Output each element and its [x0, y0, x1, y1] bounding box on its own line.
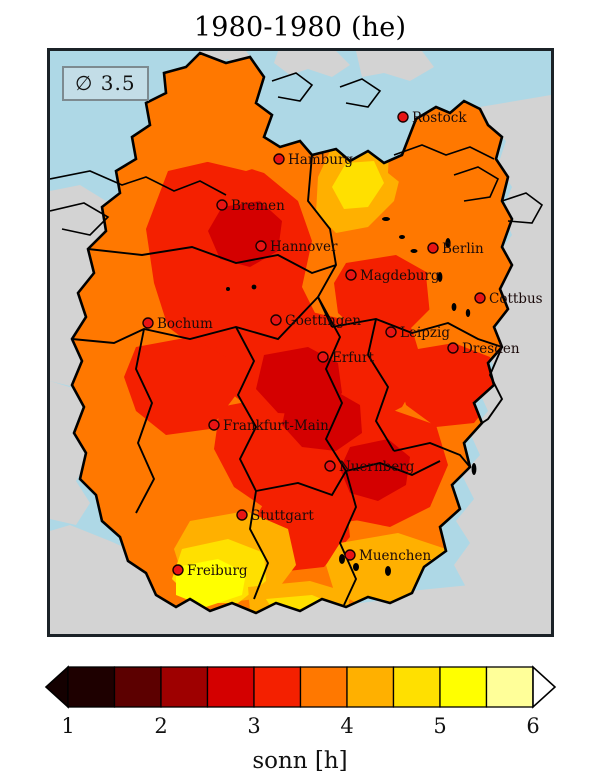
- germany-sunshine-map: Rostock Hamburg Bremen Hannover BerlinMagdeb…: [50, 51, 551, 634]
- station-marker: [172, 564, 184, 576]
- colorbar-ticks: 1 2 3 4 5 6: [61, 714, 539, 738]
- map-specks: [226, 217, 477, 576]
- colorbar-tick-label: 6: [526, 714, 539, 738]
- station-marker: [273, 153, 285, 165]
- station-marker: [270, 314, 282, 326]
- germany-national-border: [70, 51, 514, 615]
- colorbar-band: [67, 666, 116, 708]
- station-marker: [324, 460, 336, 472]
- page-title: 1980-1980 (he): [193, 12, 407, 43]
- station-marker: [474, 292, 486, 304]
- station-marker: [344, 549, 356, 561]
- station-label: Muenchen: [359, 548, 431, 564]
- colorbar-band: [160, 666, 209, 708]
- station-label: Stuttgart: [251, 508, 314, 524]
- station-label: Bremen: [231, 198, 285, 214]
- station-marker: [236, 509, 248, 521]
- colorbar-cells: [44, 665, 557, 709]
- colorbar-tick-label: 3: [247, 714, 260, 738]
- colorbar-band: [346, 666, 395, 708]
- colorbar-band: [206, 666, 255, 708]
- station-label: Dresden: [462, 341, 520, 357]
- colorbar-label: sonn [h]: [252, 748, 347, 774]
- colorbar-tick-label: 4: [340, 714, 353, 738]
- colorbar-band: [113, 666, 162, 708]
- station-label: Bochum: [157, 316, 213, 332]
- station-label: Leipzig: [400, 325, 450, 341]
- station-marker: [317, 351, 329, 363]
- station-label: Cottbus: [489, 291, 543, 307]
- colorbar-band: [439, 666, 488, 708]
- domain-mean-badge: ∅ 3.5: [62, 66, 149, 101]
- colorbar-area: 1 2 3 4 5 6 sonn [h]: [0, 655, 600, 780]
- colorbar-band: [392, 666, 441, 708]
- station-label: Frankfurt-Main: [223, 418, 329, 434]
- station-marker: [345, 269, 357, 281]
- coastline-detail: [50, 72, 544, 236]
- station-marker: [255, 240, 267, 252]
- colorbar-under-arrow: [44, 665, 69, 709]
- colorbar: 1 2 3 4 5 6 sonn [h]: [44, 665, 557, 774]
- station-marker: [385, 326, 397, 338]
- station-marker: [216, 199, 228, 211]
- station-label: Rostock: [412, 110, 467, 126]
- colorbar-tick-label: 5: [433, 714, 446, 738]
- colorbar-over-arrow: [532, 665, 557, 709]
- station-label: Hannover: [270, 239, 338, 255]
- station-label: Magdeburg: [360, 268, 440, 284]
- station-marker: [427, 242, 439, 254]
- station-label: Freiburg: [187, 563, 248, 579]
- colorbar-band: [299, 666, 348, 708]
- station-label: Goettingen: [285, 313, 361, 329]
- colorbar-band: [485, 666, 534, 708]
- station-marker: [208, 419, 220, 431]
- station-marker: [447, 342, 459, 354]
- colorbar-band: [253, 666, 302, 708]
- map-plot-area: Rostock Hamburg Bremen Hannover Berlin Magdeb…: [47, 48, 554, 637]
- station-label: Erfurt: [332, 350, 374, 366]
- station-markers: Rostock Hamburg Bremen Hannover BerlinMagdeb…: [142, 110, 543, 579]
- station-marker: [397, 111, 409, 123]
- colorbar-tick-label: 2: [154, 714, 167, 738]
- station-label: Hamburg: [288, 152, 353, 168]
- colorbar-tick-label: 1: [61, 714, 74, 738]
- state-boundaries: [71, 154, 504, 606]
- station-label: Berlin: [442, 241, 484, 257]
- station-marker: [142, 317, 154, 329]
- station-label: Nuernberg: [339, 459, 415, 475]
